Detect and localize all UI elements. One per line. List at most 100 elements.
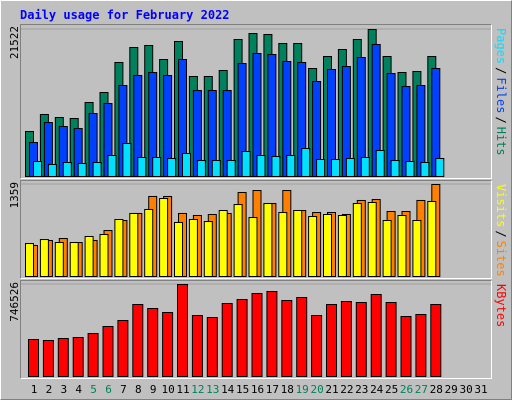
bar xyxy=(191,315,203,378)
bar xyxy=(39,239,49,277)
plot-highlight xyxy=(20,24,492,179)
bar xyxy=(352,203,362,277)
bar xyxy=(271,156,281,177)
bar xyxy=(221,303,233,378)
bar xyxy=(397,215,407,278)
bar xyxy=(435,158,445,177)
x-tick-label: 3 xyxy=(60,383,67,396)
bar xyxy=(331,158,340,178)
x-tick-label: 5 xyxy=(90,383,97,396)
bar xyxy=(33,161,42,178)
legend-entry: Hits xyxy=(494,127,508,156)
bar xyxy=(72,337,84,377)
bar xyxy=(218,209,228,278)
legend-entry: Files xyxy=(494,77,508,113)
legend-entry: Sites xyxy=(494,241,508,277)
bar xyxy=(427,200,437,278)
bar xyxy=(147,308,159,377)
x-tick-label: 30 xyxy=(459,383,472,396)
bar xyxy=(54,242,64,277)
bar xyxy=(47,163,57,177)
bar xyxy=(226,160,236,178)
bar xyxy=(182,153,191,178)
x-tick-label: 4 xyxy=(75,383,82,396)
bar xyxy=(177,284,188,377)
bar xyxy=(206,317,218,377)
bar xyxy=(308,216,318,277)
bar xyxy=(152,156,162,177)
bar xyxy=(69,242,79,277)
bar xyxy=(251,293,263,377)
bar xyxy=(400,316,412,377)
bar xyxy=(360,156,370,177)
x-tick-label: 18 xyxy=(281,383,294,396)
x-tick-label: 8 xyxy=(135,383,142,396)
bar xyxy=(337,215,347,278)
x-tick-label: 27 xyxy=(415,383,428,396)
bar xyxy=(107,155,117,178)
y-tick-label: 746526 xyxy=(8,282,21,322)
bar xyxy=(233,204,243,278)
bar xyxy=(293,209,303,278)
bar xyxy=(412,220,422,277)
bar xyxy=(420,161,430,177)
bar xyxy=(370,294,382,378)
bar xyxy=(323,213,332,278)
x-tick-label: 15 xyxy=(236,383,249,396)
bar xyxy=(117,320,129,377)
x-tick-label: 31 xyxy=(474,383,487,396)
bar xyxy=(263,203,273,277)
bar xyxy=(241,151,251,177)
x-tick-label: 6 xyxy=(105,383,112,396)
bar xyxy=(281,300,293,378)
bar xyxy=(92,161,102,177)
legend: Visits / Sites xyxy=(494,184,508,277)
x-tick-label: 12 xyxy=(191,383,204,396)
x-tick-label: 17 xyxy=(266,383,279,396)
x-tick-label: 25 xyxy=(385,383,398,396)
legend: Pages / Files / Hits xyxy=(494,28,508,156)
x-tick-label: 22 xyxy=(340,383,353,396)
x-tick-label: 19 xyxy=(296,383,309,396)
x-tick-label: 9 xyxy=(150,383,157,396)
x-tick-label: 28 xyxy=(430,383,443,396)
y-tick-label: 1359 xyxy=(8,182,21,209)
legend-entry: Visits xyxy=(494,184,508,227)
x-tick-label: 26 xyxy=(400,383,413,396)
x-tick-label: 7 xyxy=(120,383,127,396)
bar xyxy=(28,339,39,378)
bar xyxy=(301,148,311,178)
legend: KBytes xyxy=(494,284,508,327)
legend-separator: / xyxy=(494,116,508,123)
bar xyxy=(326,304,337,377)
legend-separator: / xyxy=(494,67,508,74)
plot-highlight xyxy=(20,280,492,379)
x-tick-label: 1 xyxy=(31,383,38,396)
bar xyxy=(316,158,326,178)
bar xyxy=(382,220,392,277)
bar xyxy=(375,150,385,177)
bar xyxy=(296,297,308,378)
x-tick-label: 23 xyxy=(355,383,368,396)
legend-entry: KBytes xyxy=(494,284,508,327)
bar xyxy=(311,315,323,378)
bar xyxy=(62,161,72,177)
bar xyxy=(405,161,415,178)
bar xyxy=(286,155,296,178)
bar xyxy=(385,302,397,377)
bar xyxy=(367,202,377,277)
legend-entry: Pages xyxy=(494,28,508,64)
bar xyxy=(144,208,154,277)
bar xyxy=(99,234,109,277)
x-tick-label: 14 xyxy=(221,383,235,396)
bar xyxy=(132,304,144,377)
bar xyxy=(236,299,248,377)
bar xyxy=(122,143,132,177)
bar xyxy=(256,155,266,178)
bar xyxy=(159,198,169,277)
bar xyxy=(211,160,221,178)
bar xyxy=(77,163,87,177)
y-tick-label: 21522 xyxy=(8,26,21,59)
